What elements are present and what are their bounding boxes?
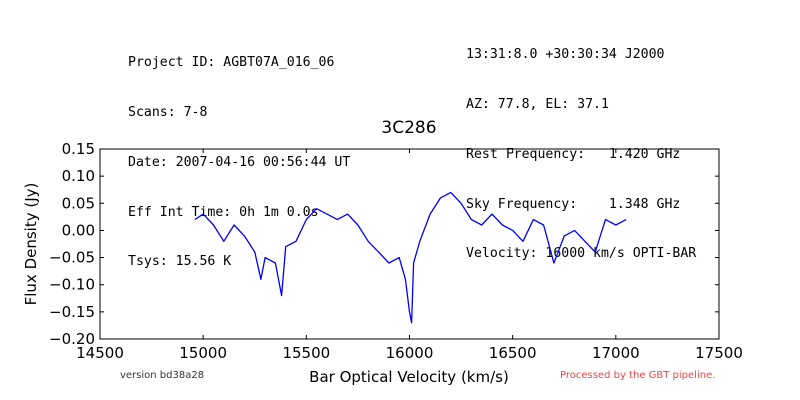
chart-title: 3C286 <box>381 118 436 138</box>
y-tick-label: 0.00 <box>62 221 95 239</box>
y-tick-label: −0.10 <box>49 276 95 294</box>
x-axis-label: Bar Optical Velocity (km/s) <box>309 368 509 386</box>
rest-frequency-text: Rest Frequency: 1.420 GHz <box>466 146 681 162</box>
date-text: Date: 2007-04-16 00:56:44 UT <box>128 154 351 170</box>
y-tick-label: −0.20 <box>49 330 95 348</box>
velocity-text: Velocity: 16000 km/s OPTI-BAR <box>466 246 697 262</box>
plot-area <box>194 191 627 324</box>
coordinates-text: 13:31:8.0 +30:30:34 J2000 <box>466 47 665 63</box>
x-tick-label: 15500 <box>282 344 330 362</box>
spectrum-series-line <box>194 191 627 324</box>
sky-frequency-text: Sky Frequency: 1.348 GHz <box>466 196 681 212</box>
pipeline-footer: Processed by the GBT pipeline. <box>560 370 716 381</box>
y-axis: 0.15 0.10 0.05 0.00 −0.05 −0.10 −0.15 −0.20 <box>49 140 719 348</box>
y-tick-label: 0.05 <box>62 194 95 212</box>
x-tick-label: 16000 <box>386 344 434 362</box>
x-tick-label: 14500 <box>76 344 124 362</box>
y-tick-label: 0.10 <box>62 167 95 185</box>
x-tick-label: 16500 <box>489 344 537 362</box>
y-axis-label: Flux Density (Jy) <box>22 183 40 306</box>
y-tick-label: 0.15 <box>62 140 95 158</box>
x-axis: 14500 15000 15500 16000 16500 17000 17500 <box>76 149 743 362</box>
x-tick-label: 17500 <box>695 344 743 362</box>
y-tick-label: −0.15 <box>49 303 95 321</box>
project-id-text: Project ID: AGBT07A_016_06 <box>128 55 335 71</box>
version-footer: version bd38a28 <box>120 370 205 381</box>
header-left: Project ID: AGBT07A_016_06 Scans: 7-8 Da… <box>128 22 350 288</box>
x-tick-label: 17000 <box>592 344 640 362</box>
tsys-text: Tsys: 15.56 K <box>128 254 232 270</box>
scans-text: Scans: 7-8 <box>128 104 208 120</box>
x-tick-label: 15000 <box>179 344 227 362</box>
az-el-text: AZ: 77.8, EL: 37.1 <box>466 96 609 112</box>
y-tick-label: −0.05 <box>49 249 95 267</box>
header-right: 13:31:8.0 +30:30:34 J2000 AZ: 77.8, EL: … <box>466 14 696 280</box>
